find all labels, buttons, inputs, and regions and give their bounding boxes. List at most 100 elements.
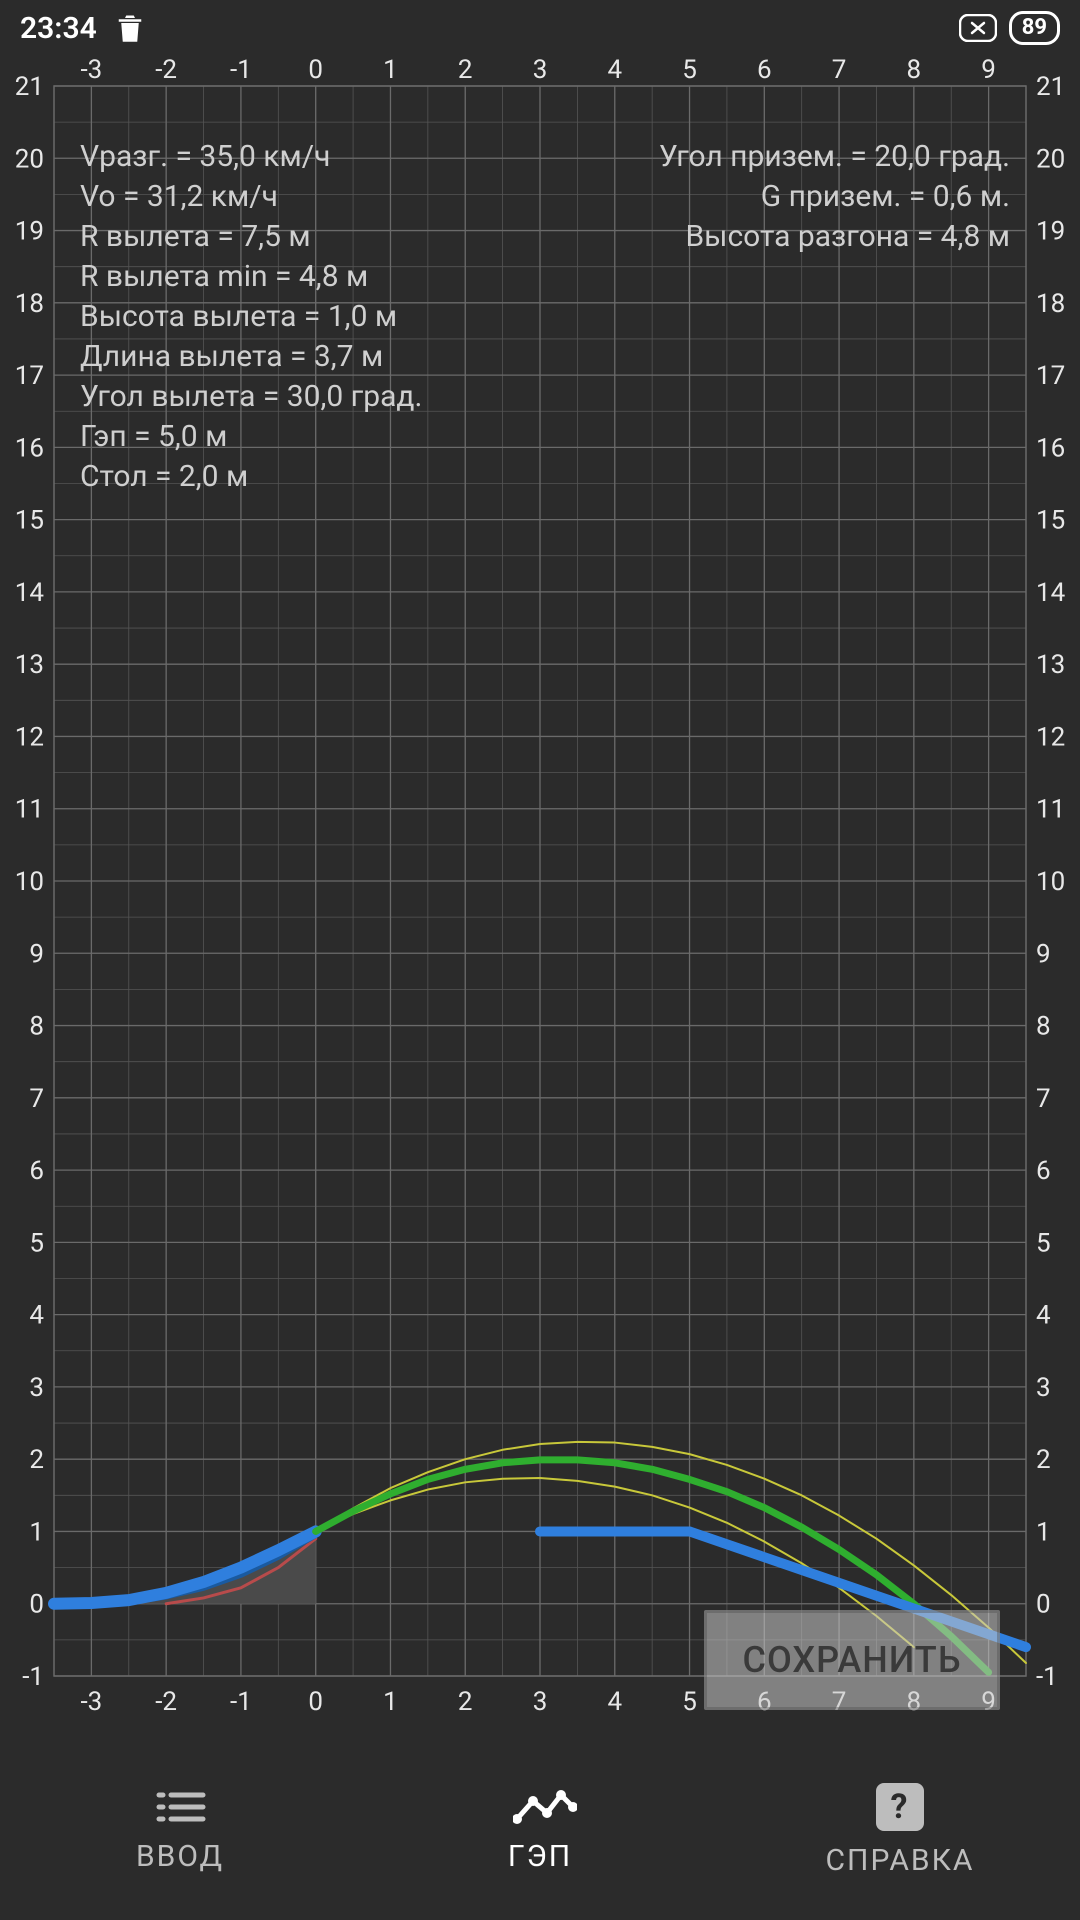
svg-text:7: 7 bbox=[1036, 1084, 1051, 1114]
svg-text:2: 2 bbox=[29, 1445, 44, 1475]
bottom-nav: ВВОД ГЭП ? СПРАВКА bbox=[0, 1740, 1080, 1920]
svg-text:3: 3 bbox=[533, 56, 548, 85]
svg-text:15: 15 bbox=[15, 506, 44, 536]
svg-text:19: 19 bbox=[15, 217, 44, 247]
save-button[interactable]: СОХРАНИТЬ bbox=[704, 1610, 1000, 1710]
svg-text:21: 21 bbox=[15, 72, 44, 102]
svg-text:6: 6 bbox=[1036, 1156, 1051, 1186]
svg-text:13: 13 bbox=[15, 650, 44, 680]
chart-line-icon bbox=[513, 1787, 567, 1827]
svg-text:1: 1 bbox=[383, 1687, 398, 1717]
svg-text:12: 12 bbox=[15, 722, 44, 752]
svg-text:-1: -1 bbox=[1036, 1662, 1058, 1692]
svg-text:6: 6 bbox=[29, 1156, 44, 1186]
svg-text:21: 21 bbox=[1036, 72, 1065, 102]
nav-help-label: СПРАВКА bbox=[826, 1843, 975, 1878]
svg-text:Vразг. = 35,0 км/ч: Vразг. = 35,0 км/ч bbox=[80, 139, 330, 174]
svg-text:20: 20 bbox=[1036, 144, 1065, 174]
nav-input[interactable]: ВВОД bbox=[0, 1740, 360, 1920]
svg-text:9: 9 bbox=[1036, 939, 1051, 969]
svg-text:20: 20 bbox=[15, 144, 44, 174]
svg-text:10: 10 bbox=[1036, 867, 1065, 897]
status-right: 89 bbox=[959, 11, 1060, 45]
svg-text:5: 5 bbox=[29, 1228, 44, 1258]
svg-text:14: 14 bbox=[15, 578, 45, 608]
svg-text:9: 9 bbox=[29, 939, 44, 969]
svg-text:5: 5 bbox=[682, 56, 697, 85]
svg-text:Vo = 31,2 км/ч: Vo = 31,2 км/ч bbox=[80, 179, 278, 214]
svg-text:17: 17 bbox=[1036, 361, 1065, 391]
svg-text:Высота разгона = 4,8 м: Высота разгона = 4,8 м bbox=[685, 219, 1010, 254]
svg-text:3: 3 bbox=[29, 1373, 44, 1403]
close-box-icon bbox=[959, 14, 997, 42]
svg-text:11: 11 bbox=[1036, 795, 1065, 825]
nav-gap-label: ГЭП bbox=[508, 1839, 572, 1874]
svg-text:16: 16 bbox=[1036, 433, 1065, 463]
svg-text:R вылета min = 4,8 м: R вылета min = 4,8 м bbox=[80, 259, 368, 294]
svg-text:Гэп = 5,0 м: Гэп = 5,0 м bbox=[80, 419, 227, 454]
svg-text:Угол вылета = 30,0 град.: Угол вылета = 30,0 град. bbox=[80, 379, 422, 414]
svg-text:-2: -2 bbox=[155, 1687, 177, 1717]
svg-text:10: 10 bbox=[15, 867, 44, 897]
svg-text:Стол = 2,0 м: Стол = 2,0 м bbox=[80, 459, 248, 494]
svg-text:0: 0 bbox=[308, 56, 323, 85]
svg-text:8: 8 bbox=[29, 1012, 44, 1042]
help-icon: ? bbox=[876, 1783, 924, 1831]
svg-text:6: 6 bbox=[757, 56, 772, 85]
svg-text:19: 19 bbox=[1036, 217, 1065, 247]
svg-text:1: 1 bbox=[29, 1517, 44, 1547]
nav-help[interactable]: ? СПРАВКА bbox=[720, 1740, 1080, 1920]
svg-text:0: 0 bbox=[29, 1590, 44, 1620]
svg-text:-1: -1 bbox=[230, 56, 252, 85]
battery-indicator: 89 bbox=[1009, 11, 1060, 45]
svg-text:11: 11 bbox=[15, 795, 44, 825]
svg-text:3: 3 bbox=[533, 1687, 548, 1717]
svg-text:2: 2 bbox=[1036, 1445, 1051, 1475]
svg-text:2: 2 bbox=[458, 56, 473, 85]
svg-text:7: 7 bbox=[832, 56, 847, 85]
svg-text:0: 0 bbox=[1036, 1590, 1051, 1620]
status-left: 23:34 bbox=[20, 11, 145, 46]
svg-text:1: 1 bbox=[383, 56, 398, 85]
svg-text:4: 4 bbox=[607, 56, 622, 85]
svg-text:16: 16 bbox=[15, 433, 44, 463]
status-bar: 23:34 89 bbox=[0, 0, 1080, 56]
svg-text:8: 8 bbox=[907, 56, 922, 85]
svg-text:R вылета = 7,5 м: R вылета = 7,5 м bbox=[80, 219, 311, 254]
svg-text:9: 9 bbox=[981, 56, 996, 85]
svg-text:13: 13 bbox=[1036, 650, 1065, 680]
svg-text:14: 14 bbox=[1036, 578, 1066, 608]
svg-text:4: 4 bbox=[29, 1301, 44, 1331]
list-icon bbox=[153, 1787, 207, 1827]
svg-text:-3: -3 bbox=[80, 1687, 102, 1717]
trajectory-chart[interactable]: -3-3-2-2-1-100112233445566778899-1-10011… bbox=[0, 56, 1080, 1740]
save-button-label: СОХРАНИТЬ bbox=[743, 1639, 962, 1681]
svg-text:3: 3 bbox=[1036, 1373, 1051, 1403]
svg-text:5: 5 bbox=[682, 1687, 697, 1717]
svg-text:17: 17 bbox=[15, 361, 44, 391]
svg-text:2: 2 bbox=[458, 1687, 473, 1717]
svg-text:Угол призем. = 20,0 град.: Угол призем. = 20,0 град. bbox=[659, 139, 1010, 174]
svg-text:4: 4 bbox=[1036, 1301, 1051, 1331]
nav-input-label: ВВОД bbox=[136, 1839, 224, 1874]
svg-text:Длина вылета = 3,7 м: Длина вылета = 3,7 м bbox=[80, 339, 383, 374]
svg-text:-1: -1 bbox=[22, 1662, 44, 1692]
svg-text:7: 7 bbox=[29, 1084, 44, 1114]
svg-text:18: 18 bbox=[1036, 289, 1065, 319]
svg-text:4: 4 bbox=[607, 1687, 622, 1717]
nav-gap[interactable]: ГЭП bbox=[360, 1740, 720, 1920]
svg-text:-1: -1 bbox=[230, 1687, 252, 1717]
svg-text:Высота вылета = 1,0 м: Высота вылета = 1,0 м bbox=[80, 299, 397, 334]
svg-text:-2: -2 bbox=[155, 56, 177, 85]
svg-text:8: 8 bbox=[1036, 1012, 1051, 1042]
svg-text:5: 5 bbox=[1036, 1228, 1051, 1258]
svg-text:15: 15 bbox=[1036, 506, 1065, 536]
trash-icon bbox=[115, 11, 145, 45]
svg-text:0: 0 bbox=[308, 1687, 323, 1717]
svg-text:-3: -3 bbox=[80, 56, 102, 85]
chart-area[interactable]: -3-3-2-2-1-100112233445566778899-1-10011… bbox=[0, 56, 1080, 1740]
clock: 23:34 bbox=[20, 11, 97, 46]
svg-text:1: 1 bbox=[1036, 1517, 1051, 1547]
svg-text:12: 12 bbox=[1036, 722, 1065, 752]
svg-text:G призем. = 0,6 м.: G призем. = 0,6 м. bbox=[761, 179, 1010, 214]
